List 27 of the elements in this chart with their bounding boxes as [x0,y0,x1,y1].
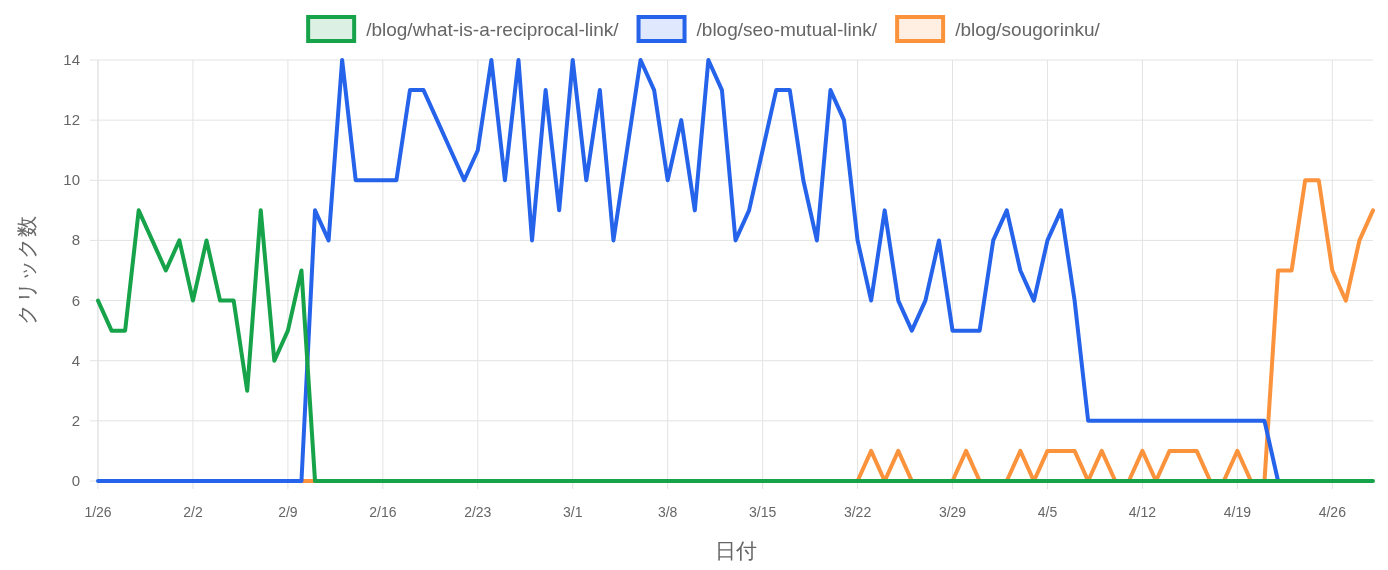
y-tick-label: 4 [71,351,80,369]
x-tick-label: 3/8 [657,504,678,520]
y-tick-label: 0 [71,472,80,489]
y-axis-title: クリック数 [15,216,38,325]
y-tick-label: 14 [63,51,80,68]
x-tick-label: 3/29 [938,504,967,520]
x-tick-label: 2/23 [464,504,492,520]
y-tick-label: 8 [71,231,80,249]
x-tick-label: 3/15 [749,504,777,520]
x-tick-label: 2/9 [278,504,298,520]
x-axis-title: 日付 [714,539,757,562]
x-tick-label: 3/22 [843,504,872,520]
legend-label: /blog/what-is-a-reciprocal-link/ [366,19,620,40]
y-tick-label: 10 [63,171,80,189]
x-tick-label: 4/26 [1318,504,1347,520]
legend-label: /blog/sougorinku/ [955,19,1101,40]
y-tick-label: 12 [63,111,80,129]
y-tick-label: 2 [71,411,80,429]
y-tick-label: 6 [71,291,80,309]
legend-label: /blog/seo-mutual-link/ [696,19,878,40]
x-tick-label: 4/19 [1223,504,1252,520]
x-tick-label: 1/26 [84,504,112,520]
x-tick-label: 4/5 [1037,504,1058,520]
x-tick-label: 2/16 [369,504,397,520]
x-tick-label: 4/12 [1128,504,1157,520]
x-tick-label: 3/1 [563,504,583,520]
x-tick-label: 2/2 [183,504,203,520]
